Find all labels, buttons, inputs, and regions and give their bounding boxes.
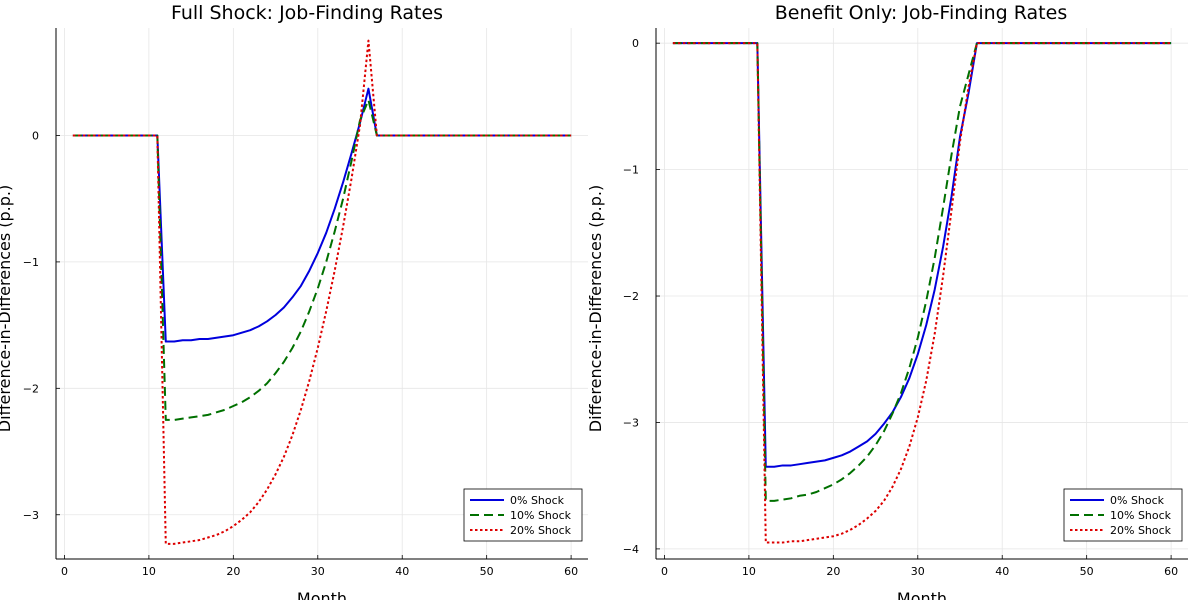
series-line-1 (72, 87, 572, 343)
x-tick-label: 10 (742, 565, 756, 578)
x-tick-label: 30 (311, 565, 325, 578)
x-axis-label: Month (297, 589, 347, 600)
y-axis-label: Difference-in-Differences (p.p.) (0, 185, 14, 433)
legend-box (463, 488, 583, 542)
x-tick-label: 10 (142, 565, 156, 578)
legend-label: 0% Shock (1110, 494, 1165, 507)
x-tick-label: 30 (911, 565, 925, 578)
chart-title: Full Shock: Job-Finding Rates (171, 2, 443, 24)
x-tick-label: 20 (226, 565, 240, 578)
legend-box (1063, 488, 1183, 542)
y-axis-label: Difference-in-Differences (p.p.) (586, 185, 605, 433)
x-tick-label: 60 (564, 565, 578, 578)
x-tick-label: 20 (826, 565, 840, 578)
x-tick-label: 60 (1164, 565, 1178, 578)
x-tick-label: 40 (395, 565, 409, 578)
grid (656, 28, 1188, 559)
x-tick-label: 0 (661, 565, 668, 578)
legend: 0% Shock 10% Shock 20% Shock (1063, 488, 1183, 542)
x-tick-label: 50 (1080, 565, 1094, 578)
legend-label: 20% Shock (510, 524, 572, 537)
legend-label: 10% Shock (510, 509, 572, 522)
legend-label: 10% Shock (1110, 509, 1172, 522)
grid (56, 28, 588, 559)
x-axis-label: Month (897, 589, 947, 600)
y-tick-label: −1 (623, 164, 639, 177)
series-group (672, 42, 1172, 544)
y-tick-label: −2 (23, 382, 39, 395)
y-tick-label: −3 (23, 509, 39, 522)
series-line-2 (72, 99, 572, 421)
y-tick-label: −4 (623, 543, 639, 556)
chart-title: Benefit Only: Job-Finding Rates (775, 2, 1067, 24)
legend: 0% Shock 10% Shock 20% Shock (463, 488, 583, 542)
series-line-2 (672, 42, 1172, 502)
x-tick-label: 50 (480, 565, 494, 578)
x-tick-label: 0 (61, 565, 68, 578)
y-tick-label: 0 (32, 129, 39, 142)
series-line-1 (672, 42, 1172, 468)
legend-label: 20% Shock (1110, 524, 1172, 537)
series-line-3 (72, 39, 572, 545)
chart-panel-2: 0 10 20 30 40 50 60 −4 −3 −2 −1 0 Benefit Only: Job-… (586, 2, 1188, 604)
y-tick-label: −2 (623, 290, 639, 303)
y-tick-label: −3 (623, 416, 639, 429)
x-tick-label: 40 (995, 565, 1009, 578)
series-line-3 (672, 42, 1172, 544)
y-tick-label: 0 (632, 37, 639, 50)
chart-panel-1: 0 10 20 30 40 50 60 −3 −2 −1 0 Full Shock: Job-Find… (0, 2, 588, 604)
legend-label: 0% Shock (510, 494, 565, 507)
series-group (72, 39, 572, 545)
y-tick-label: −1 (23, 256, 39, 269)
